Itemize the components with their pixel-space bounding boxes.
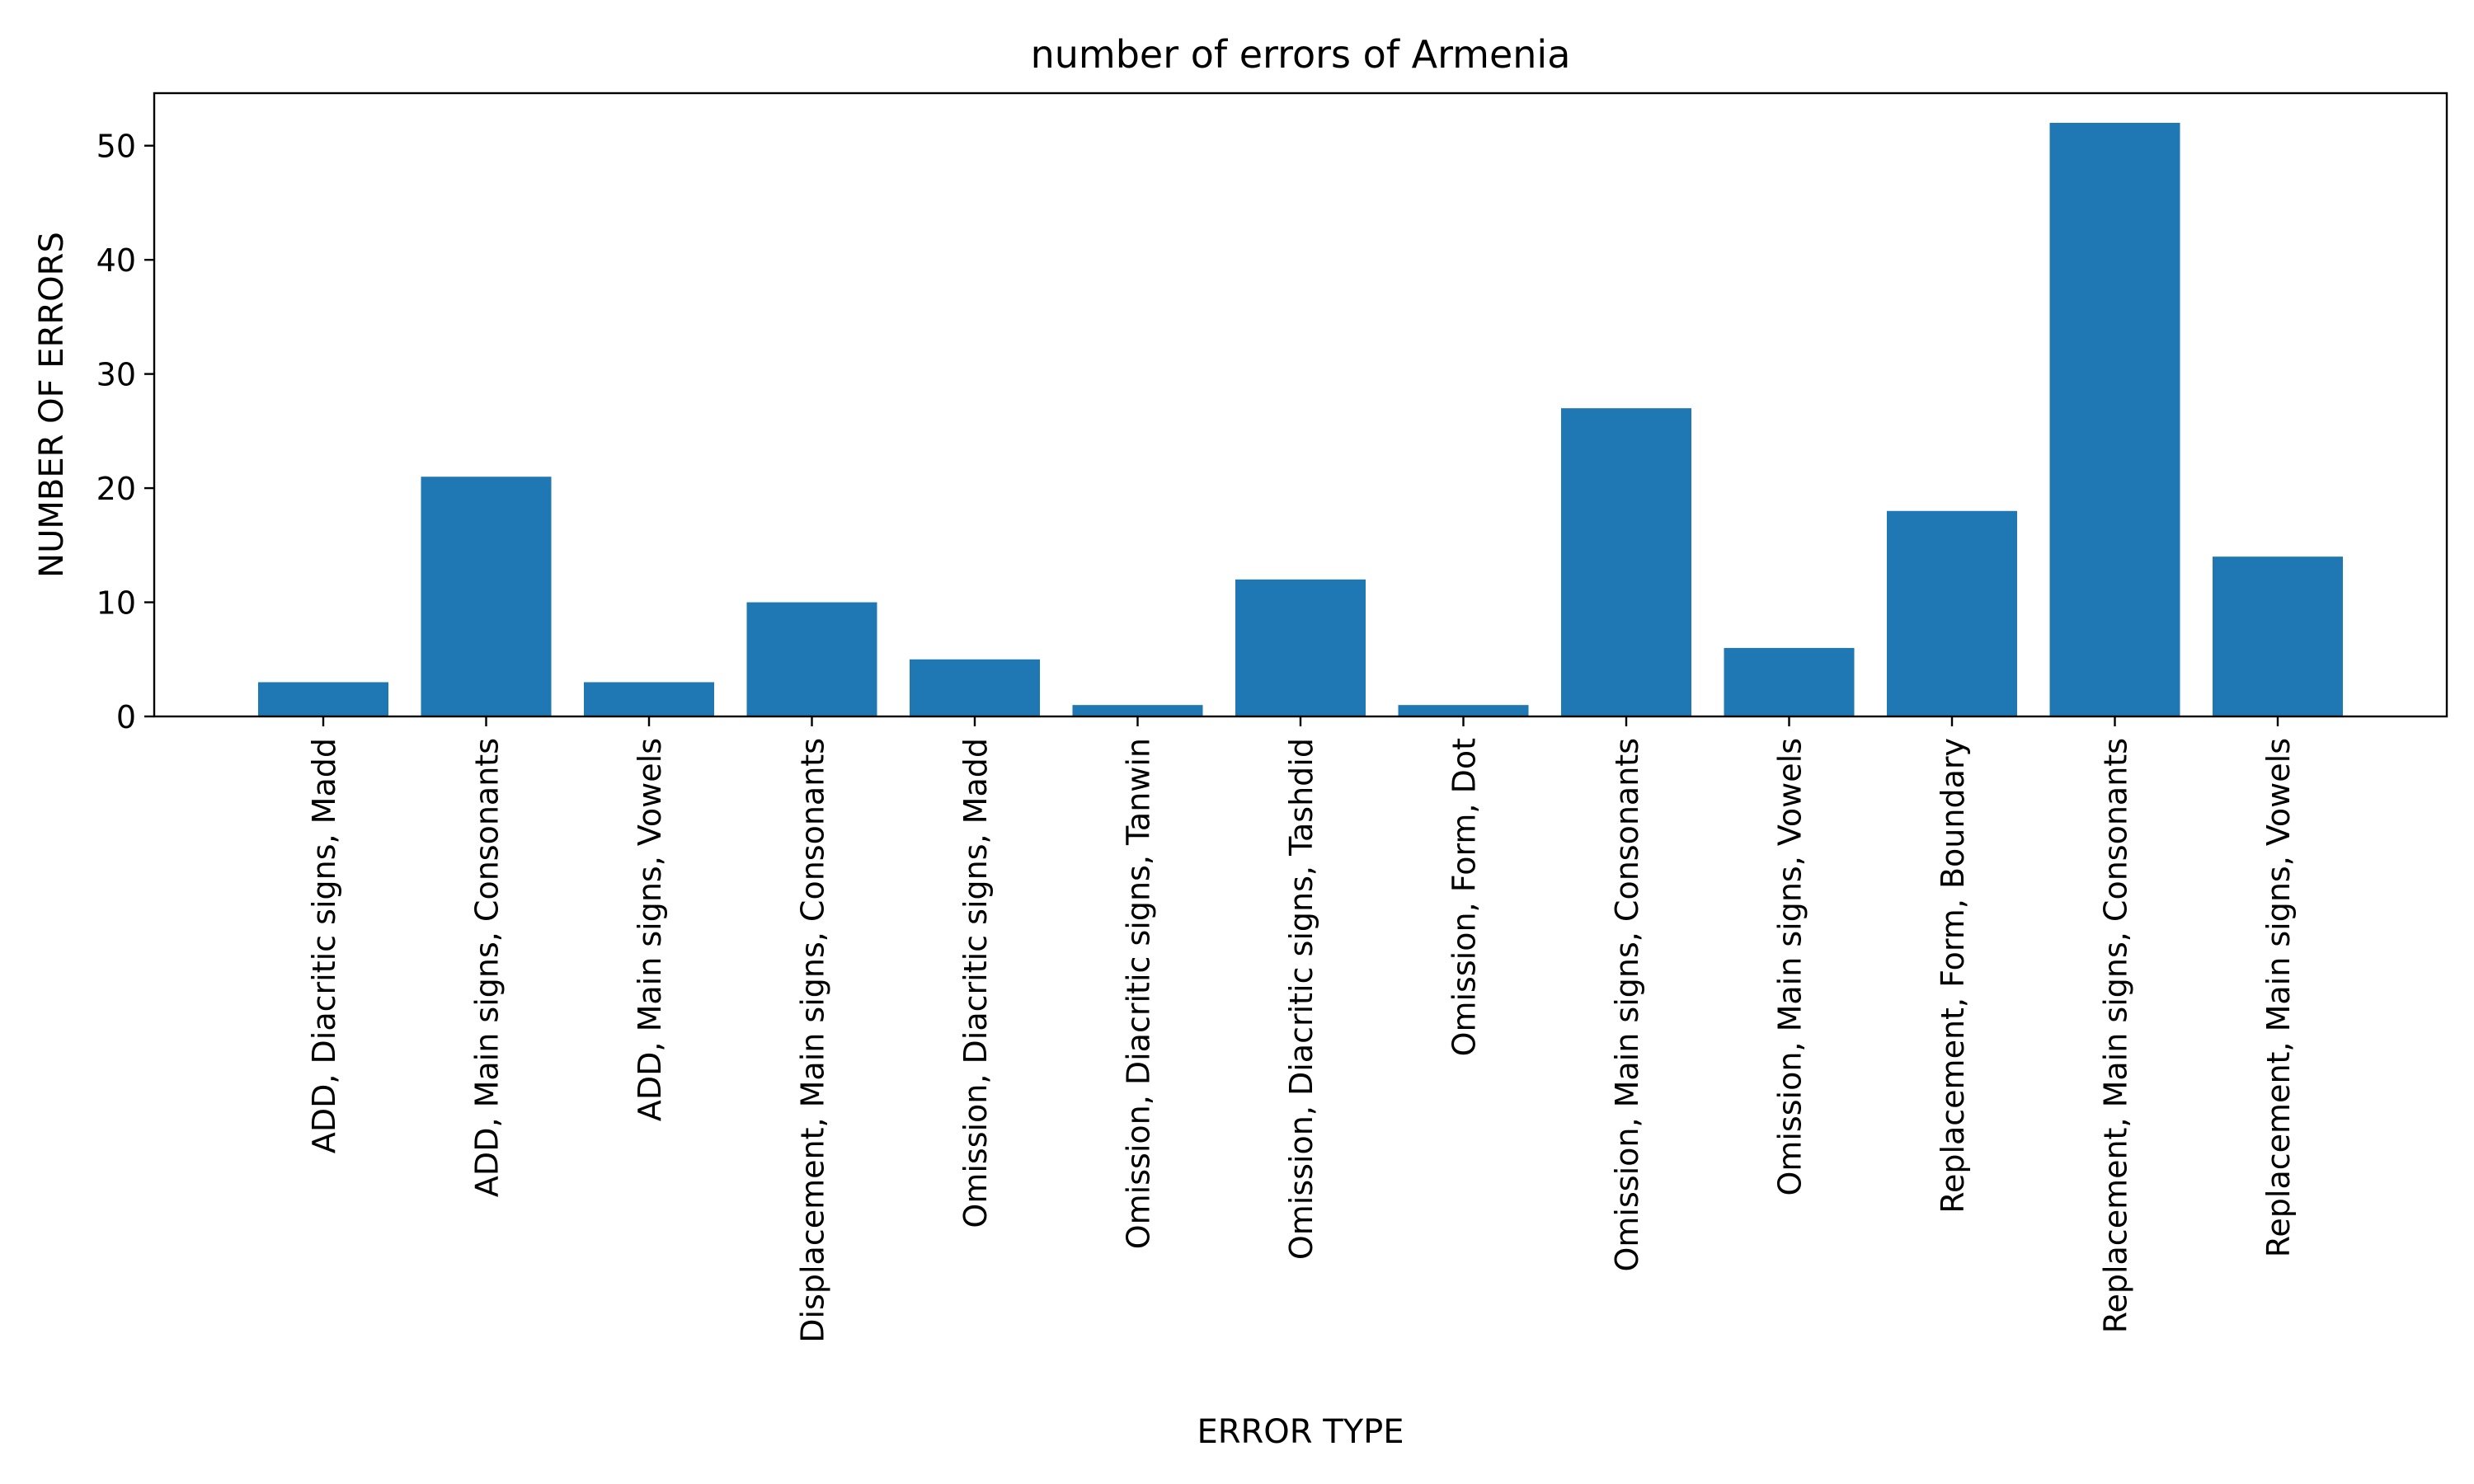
x-tick-label-1: ADD, Main signs, Consonants — [469, 738, 506, 1197]
y-tick-label-4: 40 — [96, 242, 136, 279]
y-tick-label-2: 20 — [96, 471, 136, 507]
x-axis-label: ERROR TYPE — [1197, 1413, 1404, 1451]
bars — [258, 123, 2343, 716]
bar-12 — [2213, 556, 2343, 716]
bar-11 — [2049, 123, 2180, 716]
x-tick-label-12: Replacement, Main signs, Vowels — [2260, 738, 2297, 1257]
x-tick-label-10: Replacement, Form, Boundary — [1935, 738, 1971, 1214]
y-tick-label-5: 50 — [96, 129, 136, 165]
x-tick-label-4: Omission, Diacritic signs, Madd — [957, 738, 994, 1228]
bar-5 — [1072, 705, 1203, 716]
chart-title: number of errors of Armenia — [1031, 32, 1571, 77]
bar-3 — [746, 602, 877, 716]
x-tick-label-6: Omission, Diacritic signs, Tashdid — [1283, 738, 1319, 1260]
bar-10 — [1887, 510, 2017, 716]
x-tick-label-8: Omission, Main signs, Consonants — [1609, 738, 1645, 1272]
bar-4 — [910, 659, 1040, 716]
x-axis-ticks: ADD, Diacritic signs, Madd ADD, Main sign… — [306, 716, 2297, 1343]
x-tick-label-5: Omission, Diacritic signs, Tanwin — [1121, 738, 1157, 1249]
x-tick-label-11: Replacement, Main signs, Consonants — [2098, 738, 2134, 1333]
y-axis-ticks: 0 10 20 30 40 50 — [96, 129, 154, 735]
x-tick-label-2: ADD, Main signs, Vowels — [632, 738, 668, 1121]
x-tick-label-7: Omission, Form, Dot — [1446, 738, 1483, 1056]
bar-8 — [1561, 408, 1691, 716]
bar-7 — [1398, 705, 1529, 716]
bar-6 — [1235, 579, 1366, 716]
bar-2 — [584, 682, 714, 716]
y-tick-label-1: 10 — [96, 585, 136, 622]
plot-frame — [153, 92, 2448, 718]
x-tick-label-3: Displacement, Main signs, Consonants — [795, 738, 831, 1343]
y-axis-label: NUMBER OF ERRORS — [33, 232, 71, 578]
bar-0 — [258, 682, 388, 716]
y-tick-label-0: 0 — [116, 699, 136, 735]
bar-1 — [421, 477, 552, 716]
x-tick-label-0: ADD, Diacritic signs, Madd — [306, 738, 342, 1153]
y-tick-label-3: 30 — [96, 357, 136, 393]
bar-9 — [1724, 647, 1855, 716]
x-tick-label-9: Omission, Main signs, Vowels — [1772, 738, 1808, 1196]
